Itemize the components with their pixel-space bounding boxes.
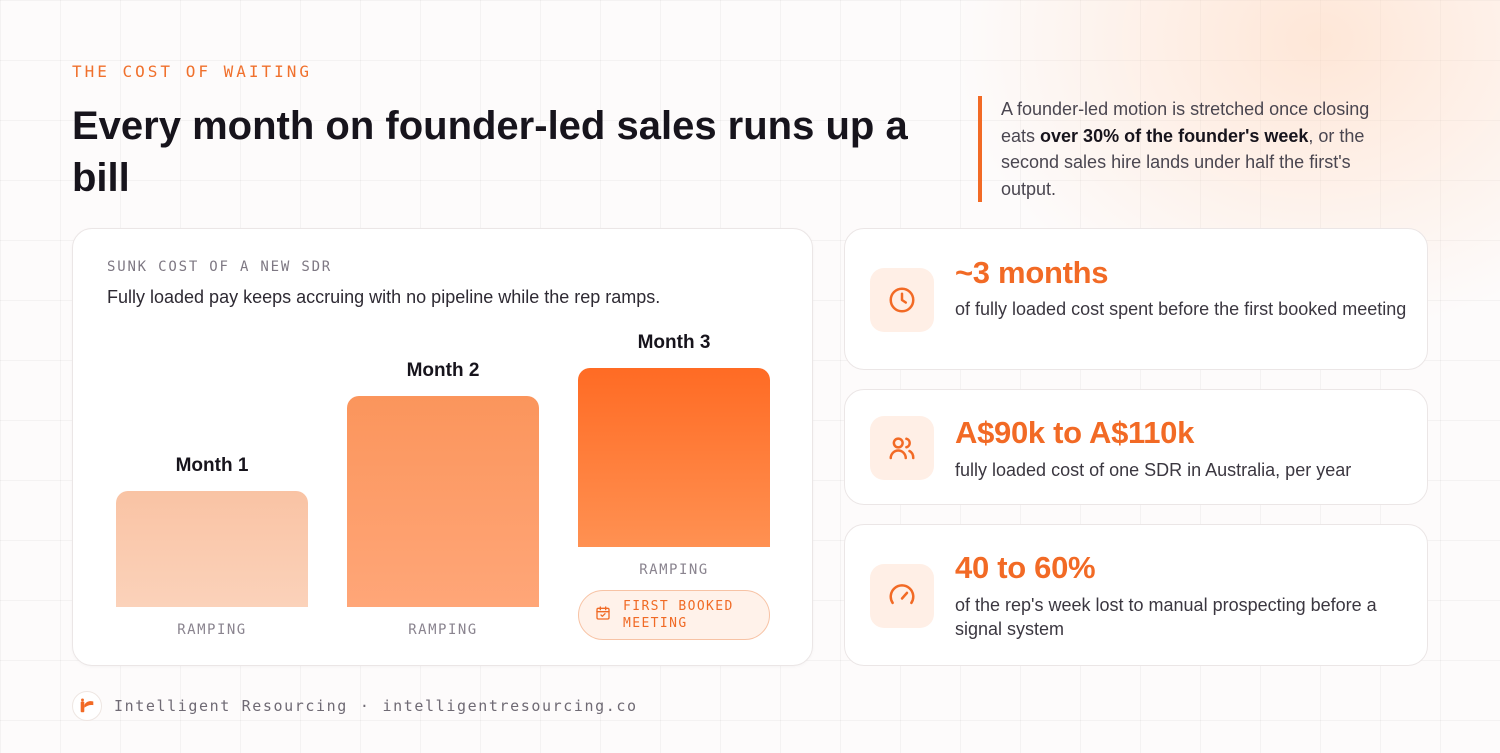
bar-month-3 — [578, 367, 770, 547]
bar-month-2 — [347, 396, 539, 607]
bar-tag-month-3: RAMPING — [639, 562, 709, 578]
stat-desc-sdr-cost: fully loaded cost of one SDR in Australi… — [955, 460, 1352, 480]
chart-subtitle: Fully loaded pay keeps accruing with no … — [107, 287, 661, 307]
chart-label: SUNK COST OF A NEW SDR — [107, 259, 333, 275]
stat-card-sdr-cost: A$90k to A$110k fully loaded cost of one… — [844, 389, 1428, 505]
stat-desc-ramp-time: of fully loaded cost spent before the fi… — [955, 299, 1407, 319]
stat-card-prospecting-loss: 40 to 60% of the rep's week lost to manu… — [844, 524, 1428, 666]
bar-month-1 — [116, 490, 308, 607]
stat-value-sdr-cost: A$90k to A$110k — [955, 415, 1195, 450]
bar-group-month-2: Month 2 RAMPING — [347, 229, 539, 667]
bar-label-month-1: Month 1 — [175, 455, 249, 476]
bar-tag-month-2: RAMPING — [408, 622, 478, 638]
quote-text-start: A founder-led motion is stretched once c… — [1001, 99, 1370, 146]
pull-quote: A founder-led motion is stretched once c… — [978, 96, 1408, 202]
stat-value-prospecting-loss: 40 to 60% — [955, 550, 1096, 585]
clock-icon — [870, 268, 934, 332]
sunk-cost-chart-card: SUNK COST OF A NEW SDR Fully loaded pay … — [72, 228, 813, 666]
bar-group-month-3: Month 3 RAMPING FIRST BOOKED MEETING — [578, 229, 770, 667]
stat-value-ramp-time: ~3 months — [955, 255, 1109, 290]
footer-url-link[interactable]: intelligentresourcing.co — [382, 697, 638, 715]
brand-logo-icon — [72, 691, 102, 721]
stat-desc-prospecting-loss: of the rep's week lost to manual prospec… — [955, 595, 1377, 639]
bar-group-month-1: Month 1 RAMPING — [116, 229, 308, 667]
bar-label-month-2: Month 2 — [406, 360, 480, 381]
eyebrow-label: THE COST OF WAITING — [72, 62, 313, 81]
first-booked-meeting-badge: FIRST BOOKED MEETING — [578, 590, 770, 640]
footer-brand: Intelligent Resourcing — [114, 697, 348, 715]
bar-tag-month-1: RAMPING — [177, 622, 247, 638]
footer-separator: · — [359, 697, 371, 715]
users-icon — [870, 416, 934, 480]
calendar-check-icon — [595, 605, 611, 626]
stat-card-ramp-time: ~3 months of fully loaded cost spent bef… — [844, 228, 1428, 370]
quote-text-bold: over 30% of the founder's week — [1040, 125, 1309, 146]
quote-text-end: , or the second sales hire lands under h… — [1001, 125, 1365, 199]
gauge-icon — [870, 564, 934, 628]
footer: Intelligent Resourcing · intelligentreso… — [72, 690, 638, 722]
page-title: Every month on founder-led sales runs up… — [72, 104, 908, 200]
first-booked-meeting-label: FIRST BOOKED MEETING — [623, 599, 734, 631]
bar-label-month-3: Month 3 — [637, 332, 711, 353]
